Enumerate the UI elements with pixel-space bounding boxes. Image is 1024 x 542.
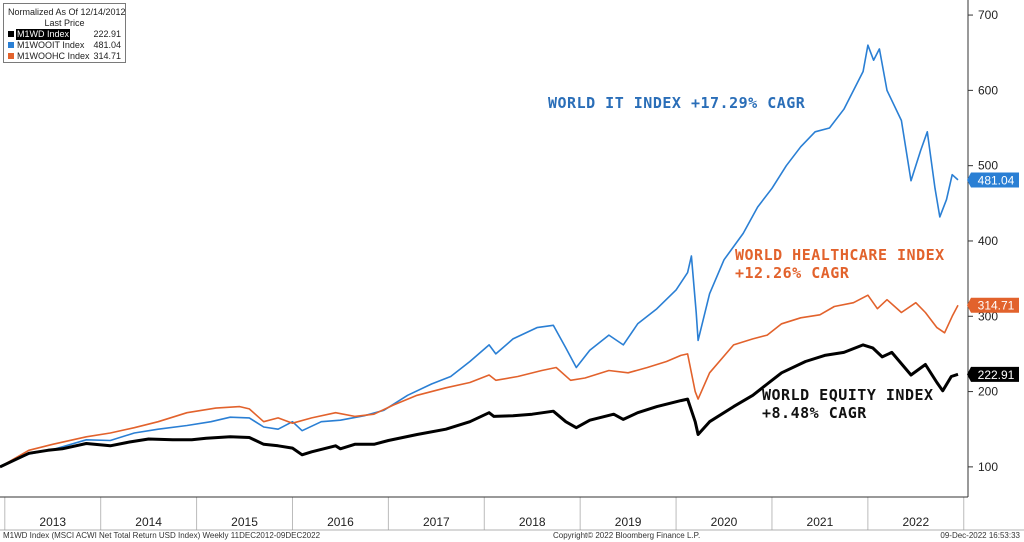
x-axis-categories: 2013 2014 2015 2016 2017 2018 2019 2020 2021 2022 — [39, 515, 929, 529]
x-category-label: 2013 — [39, 515, 66, 529]
series-line-1 — [0, 44, 959, 468]
footer-copyright: Copyright© 2022 Bloomberg Finance L.P. — [553, 531, 701, 540]
series-lines — [0, 44, 959, 469]
last-price-badge-2 — [967, 297, 1019, 313]
last-price-badge-1 — [967, 172, 1019, 188]
y-tick-label: 100 — [978, 460, 998, 474]
last-price-label-1: 481.04 — [978, 173, 1015, 187]
footer-timestamp: 09-Dec-2022 16:53:33 — [940, 531, 1020, 540]
legend-entry-name: M1WOOHC Index — [17, 51, 90, 61]
x-category-label: 2014 — [135, 515, 162, 529]
x-category-label: 2015 — [231, 515, 258, 529]
legend-entry-value: 314.71 — [93, 51, 121, 61]
legend-swatch-black — [8, 31, 14, 37]
legend-subtitle: Last Price — [44, 18, 85, 28]
annotation-world-healthcare: WORLD HEALTHCARE INDEX +12.26% CAGR — [735, 246, 945, 282]
annotation-world-it: WORLD IT INDEX +17.29% CAGR — [548, 94, 805, 112]
x-category-label: 2016 — [327, 515, 354, 529]
legend-entry-value: 481.04 — [93, 40, 121, 50]
legend-swatch-blue — [8, 42, 14, 48]
last-price-label-2: 314.71 — [978, 299, 1015, 313]
y-axis-ticks: 100 200 300 400 500 600 700 — [968, 8, 998, 474]
legend-title: Normalized As Of 12/14/2012 — [8, 7, 126, 17]
last-price-badge-0 — [967, 366, 1019, 382]
legend-entry-world-healthcare: M1WOOHC Index 314.71 — [8, 51, 123, 62]
axes — [0, 0, 1024, 531]
x-category-label: 2022 — [902, 515, 929, 529]
y-tick-label: 700 — [978, 8, 998, 22]
x-category-label: 2017 — [423, 515, 450, 529]
annotation-world-equity-line1: WORLD EQUITY INDEX — [762, 386, 934, 404]
legend-entry-world-it: M1WOOIT Index 481.04 — [8, 40, 123, 51]
last-price-label-0: 222.91 — [978, 368, 1015, 382]
legend-entry-name: M1WOOIT Index — [17, 40, 85, 50]
footer-series-info: M1WD Index (MSCI ACWI Net Total Return U… — [3, 531, 321, 540]
legend-entry-name: M1WD Index — [16, 29, 71, 40]
legend-entry-world-equity: M1WD Index 222.91 — [8, 29, 123, 40]
annotation-world-equity-line2: +8.48% CAGR — [762, 404, 867, 422]
x-category-label: 2020 — [711, 515, 738, 529]
legend: Normalized As Of 12/14/2012 Last Price M… — [3, 3, 126, 63]
x-category-label: 2018 — [519, 515, 546, 529]
y-tick-label: 600 — [978, 83, 998, 97]
last-price-badges: 222.91 481.04 314.71 — [967, 172, 1019, 382]
annotation-world-equity: WORLD EQUITY INDEX +8.48% CAGR — [762, 386, 934, 422]
legend-entry-value: 222.91 — [93, 29, 121, 39]
series-line-2 — [0, 294, 959, 468]
x-category-label: 2019 — [615, 515, 642, 529]
annotation-world-healthcare-line2: +12.26% CAGR — [735, 264, 850, 282]
annotation-world-it-text: WORLD IT INDEX +17.29% CAGR — [548, 94, 806, 112]
y-tick-label: 300 — [978, 309, 998, 323]
y-tick-label: 200 — [978, 385, 998, 399]
annotation-world-healthcare-line1: WORLD HEALTHCARE INDEX — [735, 246, 945, 264]
legend-swatch-orange — [8, 53, 14, 59]
x-category-label: 2021 — [807, 515, 834, 529]
y-tick-label: 400 — [978, 234, 998, 248]
y-tick-label: 500 — [978, 159, 998, 173]
series-line-0 — [0, 343, 959, 469]
gridlines — [4, 497, 965, 530]
